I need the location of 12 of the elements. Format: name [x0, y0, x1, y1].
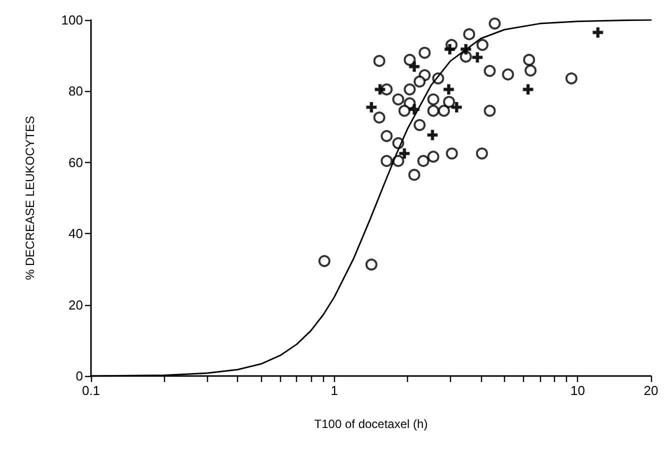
x-tick-label: 20	[644, 383, 658, 398]
y-tick-label: 0	[76, 368, 83, 384]
x-tick-label: 10	[570, 383, 585, 398]
y-tick-label: 100	[61, 12, 83, 28]
y-tick-label: 60	[68, 154, 83, 170]
y-axis-title: % DECREASE LEUKOCYTES	[23, 116, 37, 280]
y-tick-label: 40	[68, 226, 83, 242]
x-tick-label: 0.1	[82, 383, 100, 398]
y-tick-label: 80	[68, 84, 83, 99]
y-tick-label: 20	[68, 297, 83, 312]
x-tick-label: 1	[330, 383, 338, 398]
x-axis-title: T100 of docetaxel (h)	[314, 417, 428, 431]
